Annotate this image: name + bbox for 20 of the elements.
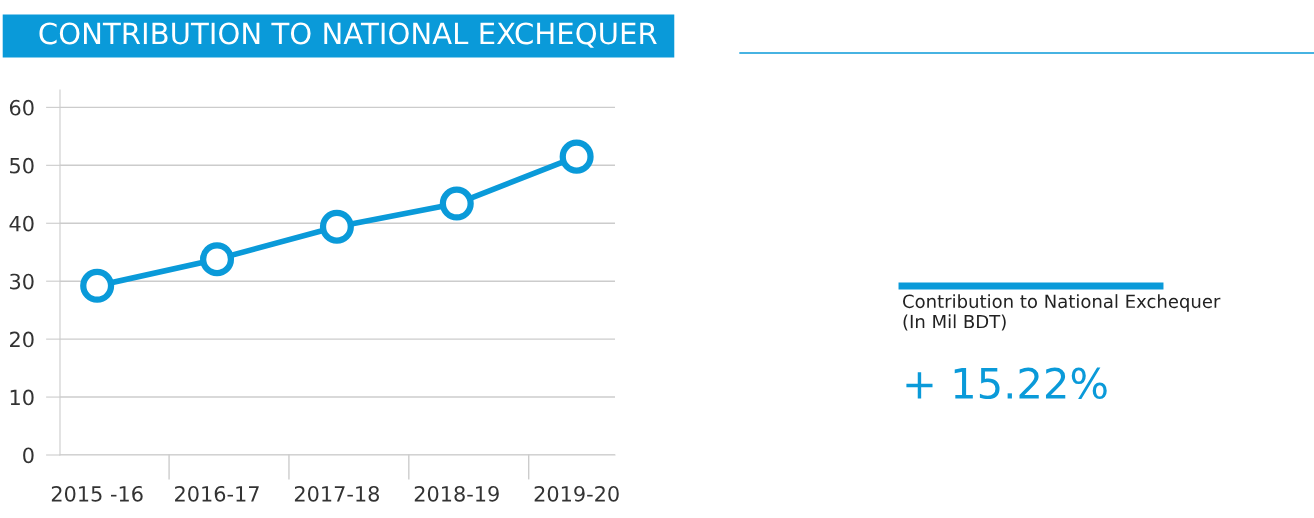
y-tick-label: 50 — [10, 157, 34, 174]
y-tick-label: 10 — [10, 389, 34, 406]
x-tick-label: 2018-19 — [414, 485, 499, 502]
y-tick-label: 60 — [9, 99, 34, 116]
point — [319, 209, 354, 244]
y-tick-label: 0 — [23, 447, 34, 464]
point — [200, 242, 235, 277]
y-tick-label: 20 — [10, 331, 34, 348]
chart-title: CONTRIBUTION TO NATIONAL EXCHEQUER — [39, 22, 657, 48]
text: Contribution to National Exchequer (In Mil BDT) — [903, 294, 1221, 331]
x-tick-label: 2019-20 — [534, 485, 619, 502]
point — [80, 268, 115, 303]
point — [559, 139, 594, 174]
y-tick-label: 30 — [10, 273, 34, 290]
x-tick-label: 2015 -16 — [51, 485, 143, 502]
point — [439, 186, 474, 221]
text: + 15.22% — [906, 367, 1107, 400]
x-tick-label: 2017-18 — [294, 485, 379, 502]
y-tick-label: 40 — [9, 215, 34, 232]
x-tick-label: 2016-17 — [175, 485, 259, 502]
